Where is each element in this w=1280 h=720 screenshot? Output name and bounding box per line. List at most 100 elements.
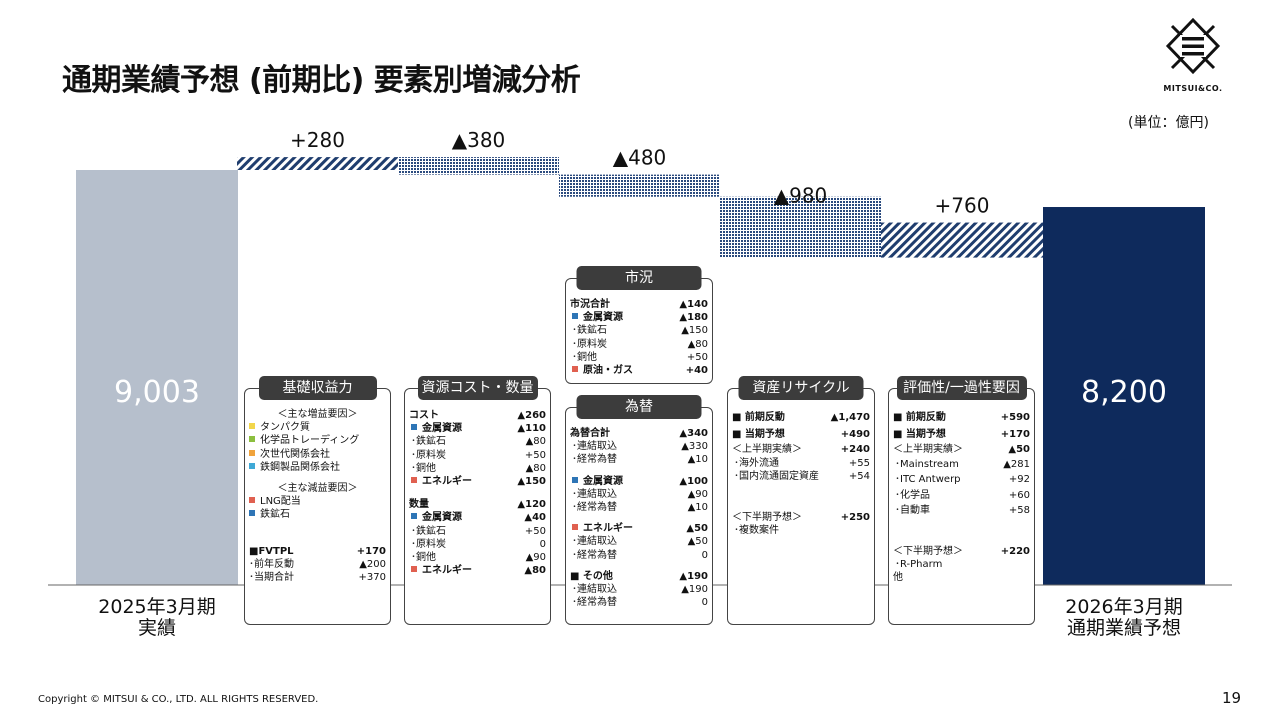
kawase-sub-row: ･経常為替 0 — [572, 549, 708, 561]
shigen-cost-sub-row: ･鉄鉱石 ▲80 — [411, 436, 546, 448]
shikyo-sub-row: ･原料炭 ▲80 — [572, 338, 708, 350]
shikyo-sub-row: ･鉄鉱石 ▲150 — [572, 325, 708, 337]
kawase-sub-row: ･経常為替 ▲10 — [572, 454, 708, 466]
kiso-inc-item: 化学品トレーディング — [249, 434, 386, 447]
recycle-row: ■ 当期予想 +490 — [732, 429, 870, 441]
kawase-metal-row: 金属資源 ▲100 — [570, 475, 708, 488]
cyan-square-icon — [249, 462, 255, 469]
recycle-h1-row: ＜上半期実績＞ +240 — [732, 444, 870, 456]
hyoka-row: ■ 当期予想 +170 — [893, 429, 1030, 441]
shikyo-metal-row: 金属資源 ▲180 — [570, 311, 708, 324]
kawase-sub-row: ･経常為替 0 — [572, 597, 708, 609]
red-square-icon — [572, 524, 578, 531]
recycle-h2-row: ＜下半期予想＞ +250 — [732, 512, 870, 524]
kiso-dec-title: ＜主な減益要因＞ — [277, 483, 358, 495]
shigen-qty-metal-row: 金属資源 ▲40 — [409, 511, 546, 524]
shikyo-total-row: 市況合計 ▲140 — [570, 299, 708, 310]
box-shikyo-header: 市況 — [576, 266, 702, 290]
hyoka-sub-row: ･化学品 +60 — [895, 489, 1030, 501]
unit-label: (単位：億円) — [1128, 115, 1209, 131]
green-square-icon — [249, 436, 255, 443]
box-kiso: 基礎収益力 ＜主な増益要因＞ タンパク質 化学品トレーディング 次世代関係会社 … — [244, 376, 391, 625]
shikyo-oil-row: 原油・ガス +40 — [570, 364, 708, 377]
hyoka-h2-row: ＜下半期予想＞ +220 — [893, 545, 1030, 557]
page-title: 通期業績予想 (前期比) 要素別増減分析 — [62, 63, 581, 98]
kiso-inc-item: 鉄鋼製品関係会社 — [249, 461, 386, 474]
kawase-sub-row: ･連結取込 ▲90 — [572, 488, 708, 500]
shigen-qty-sub-row: ･原料炭 0 — [411, 538, 546, 550]
bar-step-4 — [720, 196, 881, 213]
box-kawase-header: 為替 — [576, 395, 702, 419]
box-recycle-header: 資産リサイクル — [738, 376, 864, 400]
x-label-end-line1: 2026年3月期 — [1065, 596, 1183, 618]
hyoka-sub-row: ･ITC Antwerp +92 — [895, 474, 1030, 486]
hyoka-h1-row: ＜上半期実績＞ ▲50 — [893, 444, 1030, 456]
bar-end-total — [1043, 207, 1205, 585]
x-label-end-line2: 通期業績予想 — [1066, 617, 1181, 639]
red-square-icon — [411, 477, 417, 484]
bar-step-6 — [881, 222, 1043, 258]
value-label-2: ▲380 — [452, 128, 506, 152]
kiso-fvtpl-sub-row: ･当期合計 +370 — [249, 572, 386, 584]
recycle-row: ■ 前期反動 ▲1,470 — [732, 412, 870, 423]
box-shigen: 資源コスト・数量 コスト ▲260 金属資源 ▲110 ･鉄鉱石 ▲80 ･原料炭 +5… — [404, 376, 551, 625]
kawase-other-row: ■ その他 ▲190 — [570, 570, 708, 582]
red-square-icon — [572, 366, 578, 373]
kiso-fvtpl-sub-row: ･前年反動 ▲200 — [249, 558, 386, 570]
blue-square-icon — [411, 424, 417, 431]
kiso-dec-item: 鉄鉱石 — [249, 508, 386, 521]
recycle-sub-row: ･国内流通固定資産 +54 — [734, 470, 870, 482]
shigen-cost-row: コスト ▲260 — [409, 410, 546, 421]
page-number: 19 — [1222, 689, 1242, 707]
kawase-sub-row: ･経常為替 ▲10 — [572, 502, 708, 514]
value-label-7: 8,200 — [1081, 375, 1167, 410]
value-label-5: ▲980 — [774, 183, 828, 207]
copyright-footer: Copyright © MITSUI & CO., LTD. ALL RIGHT… — [38, 694, 319, 705]
kawase-energy-row: エネルギー ▲50 — [570, 522, 708, 535]
kiso-dec-item: LNG配当 — [249, 495, 386, 508]
bar-step-5 — [720, 212, 881, 258]
company-logo: MITSUI&CO. — [1160, 17, 1226, 93]
box-kiso-header: 基礎収益力 — [258, 376, 377, 400]
kiso-inc-title: ＜主な増益要因＞ — [277, 409, 358, 420]
bar-start-total — [76, 170, 238, 585]
red-square-icon — [411, 566, 417, 573]
box-hyoka: 評価性/一過性要因 ■ 前期反動 +590 ■ 当期予想 +170 ＜上半期実績＞ ▲… — [888, 376, 1035, 625]
logo-text: MITSUI&CO. — [1163, 84, 1223, 93]
kawase-sub-row: ･連結取込 ▲50 — [572, 536, 708, 548]
box-kawase: 為替 為替合計 ▲340 ･連結取込 ▲330 ･経常為替 ▲10 金属資源 ▲100 … — [565, 395, 713, 625]
kawase-sub-row: ･連結取込 ▲190 — [572, 584, 708, 596]
hyoka-row: ■ 前期反動 +590 — [893, 412, 1030, 423]
shigen-cost-energy-row: エネルギー ▲150 — [409, 475, 546, 488]
bar-step-2 — [398, 157, 559, 175]
hyoka-sub-row: ･自動車 +58 — [895, 505, 1030, 517]
box-shigen-header: 資源コスト・数量 — [417, 376, 538, 400]
box-recycle: 資産リサイクル ■ 前期反動 ▲1,470 ■ 当期予想 +490 ＜上半期実績＞ +… — [727, 376, 875, 625]
kiso-inc-item: タンパク質 — [249, 421, 386, 434]
shigen-qty-sub-row: ･鉄鉱石 +50 — [411, 525, 546, 537]
shigen-cost-metal-row: 金属資源 ▲110 — [409, 422, 546, 435]
hyoka-sub-row: ･Mainstream ▲281 — [895, 458, 1030, 470]
kiso-inc-item: 次世代関係会社 — [249, 448, 386, 461]
x-label-end: 2026年3月期 通期業績予想 — [1043, 597, 1205, 639]
x-label-start-line2: 実績 — [137, 617, 176, 639]
x-label-start: 2025年3月期 実績 — [76, 597, 238, 639]
orange-square-icon — [249, 449, 255, 456]
box-shikyo: 市況 市況合計 ▲140 金属資源 ▲180 ･鉄鉱石 ▲150 ･原料炭 ▲80 ･銅… — [565, 266, 713, 384]
recycle-sub-row: ･複数案件 — [734, 525, 779, 537]
blue-square-icon — [411, 513, 417, 520]
blue-square-icon — [249, 510, 255, 517]
bar-step-1 — [237, 157, 398, 170]
hyoka-sub-row: 他 — [893, 572, 903, 584]
x-label-start-line1: 2025年3月期 — [98, 596, 216, 618]
blue-square-icon — [572, 313, 578, 320]
mitsui-logo-icon — [1165, 17, 1221, 75]
shigen-qty-sub-row: ･銅他 ▲90 — [411, 552, 546, 564]
kiso-fvtpl-row: ■FVTPL +170 — [249, 545, 386, 557]
value-label-1: +280 — [290, 128, 345, 152]
bar-step-3 — [559, 174, 720, 197]
shigen-cost-sub-row: ･原料炭 +50 — [411, 449, 546, 461]
shigen-qty-row: 数量 ▲120 — [409, 499, 546, 511]
shigen-cost-sub-row: ･銅他 ▲80 — [411, 462, 546, 474]
